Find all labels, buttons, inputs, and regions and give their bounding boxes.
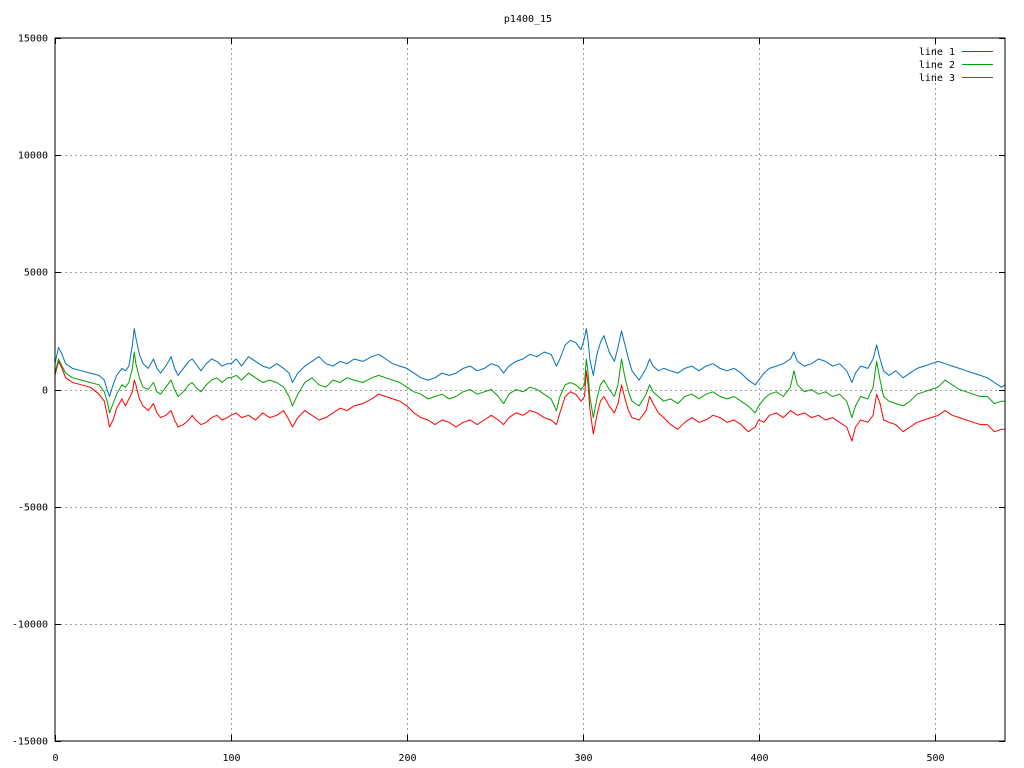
y-tick-label: 0	[42, 386, 48, 397]
x-tick-label: 200	[398, 753, 416, 764]
x-tick-label: 100	[222, 753, 240, 764]
legend-label-3: line 3	[919, 73, 955, 84]
series-line-1	[54, 360, 1005, 442]
chart-title: p1400_15	[504, 14, 552, 25]
series-layer	[54, 328, 1006, 442]
series-line-3	[54, 328, 1006, 397]
x-tick-label: 400	[750, 753, 768, 764]
legend-label-2: line 2	[919, 60, 955, 71]
axis-ticks: -15000 -10000 -5000 0 5000 10000 15000 0 100 200 3…	[12, 34, 1005, 764]
x-tick-label: 0	[52, 753, 58, 764]
legend-label-1: line 1	[919, 47, 955, 58]
y-tick-label: -5000	[18, 503, 48, 514]
y-tick-label: -15000	[12, 737, 48, 748]
x-tick-label: 300	[574, 753, 592, 764]
y-tick-label: -10000	[12, 620, 48, 631]
legend: line 1 line 2 line 3	[919, 47, 993, 84]
series-line-2	[54, 351, 1005, 419]
plot-frame	[54, 37, 1006, 742]
x-tick-label: 500	[926, 753, 944, 764]
y-tick-label: 5000	[24, 268, 48, 279]
grid-lines	[55, 38, 1005, 741]
y-tick-label: 10000	[18, 151, 48, 162]
y-tick-label: 15000	[18, 34, 48, 45]
